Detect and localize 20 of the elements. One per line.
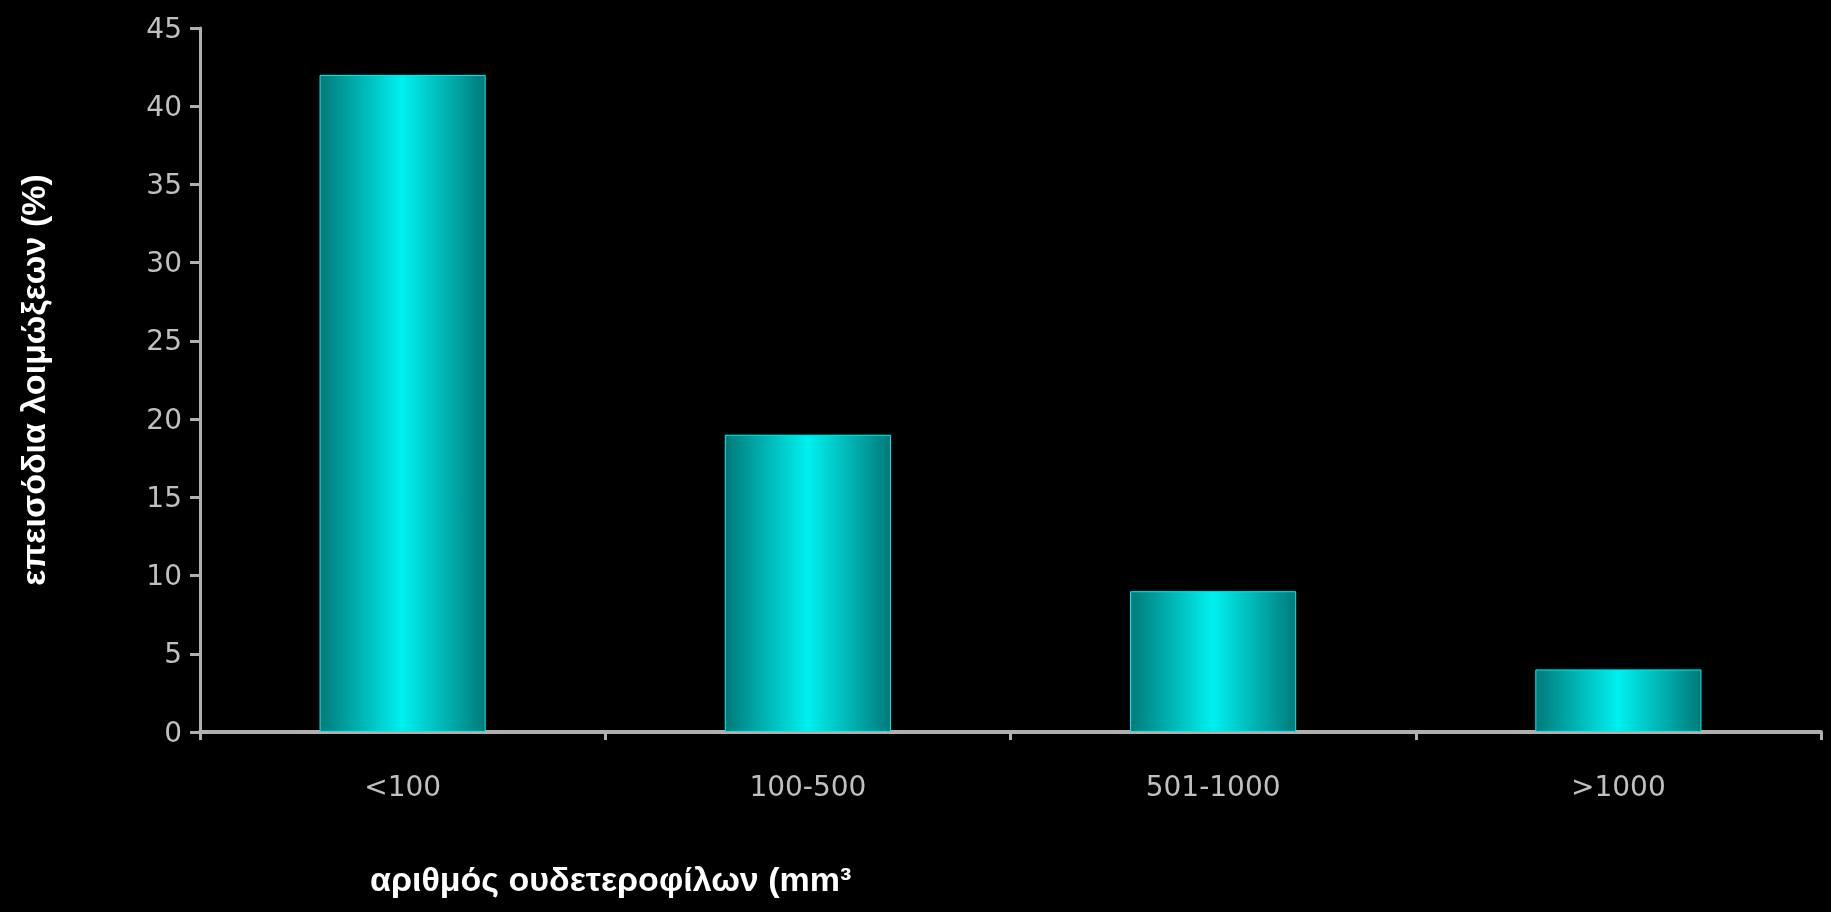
- y-tick-label: 25: [146, 324, 182, 358]
- x-tick-label: 501-1000: [1145, 769, 1281, 803]
- x-tick-label: <100: [364, 769, 442, 803]
- bar: [319, 74, 486, 732]
- bar: [724, 434, 891, 732]
- y-tick-label: 5: [164, 637, 182, 671]
- y-tick-label: 20: [146, 402, 182, 436]
- y-tick-label: 10: [146, 559, 182, 593]
- y-tick-label: 30: [146, 246, 182, 280]
- bar: [1535, 669, 1702, 732]
- y-axis-title: επεισόδια λοιμώξεων (%): [14, 174, 52, 586]
- x-tick-label: >1000: [1571, 769, 1666, 803]
- x-axis-title: αριθμός ουδετεροφίλων (mm³: [370, 860, 852, 898]
- bar: [1130, 591, 1297, 732]
- y-tick-label: 15: [146, 480, 182, 514]
- y-tick-label: 40: [146, 89, 182, 123]
- y-tick-label: 0: [164, 715, 182, 749]
- y-tick-label: 35: [146, 167, 182, 201]
- x-tick-label: 100-500: [749, 769, 867, 803]
- y-tick-label: 45: [146, 11, 182, 45]
